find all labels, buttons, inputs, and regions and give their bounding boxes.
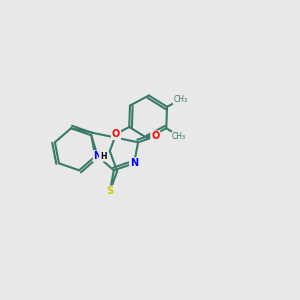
- Text: O: O: [112, 129, 120, 139]
- Text: CH₃: CH₃: [173, 95, 187, 104]
- Text: N: N: [130, 158, 138, 168]
- Text: O: O: [151, 131, 159, 141]
- Text: H: H: [100, 152, 106, 161]
- Text: N: N: [94, 151, 102, 161]
- Text: CH₃: CH₃: [172, 132, 186, 141]
- Text: S: S: [106, 186, 113, 196]
